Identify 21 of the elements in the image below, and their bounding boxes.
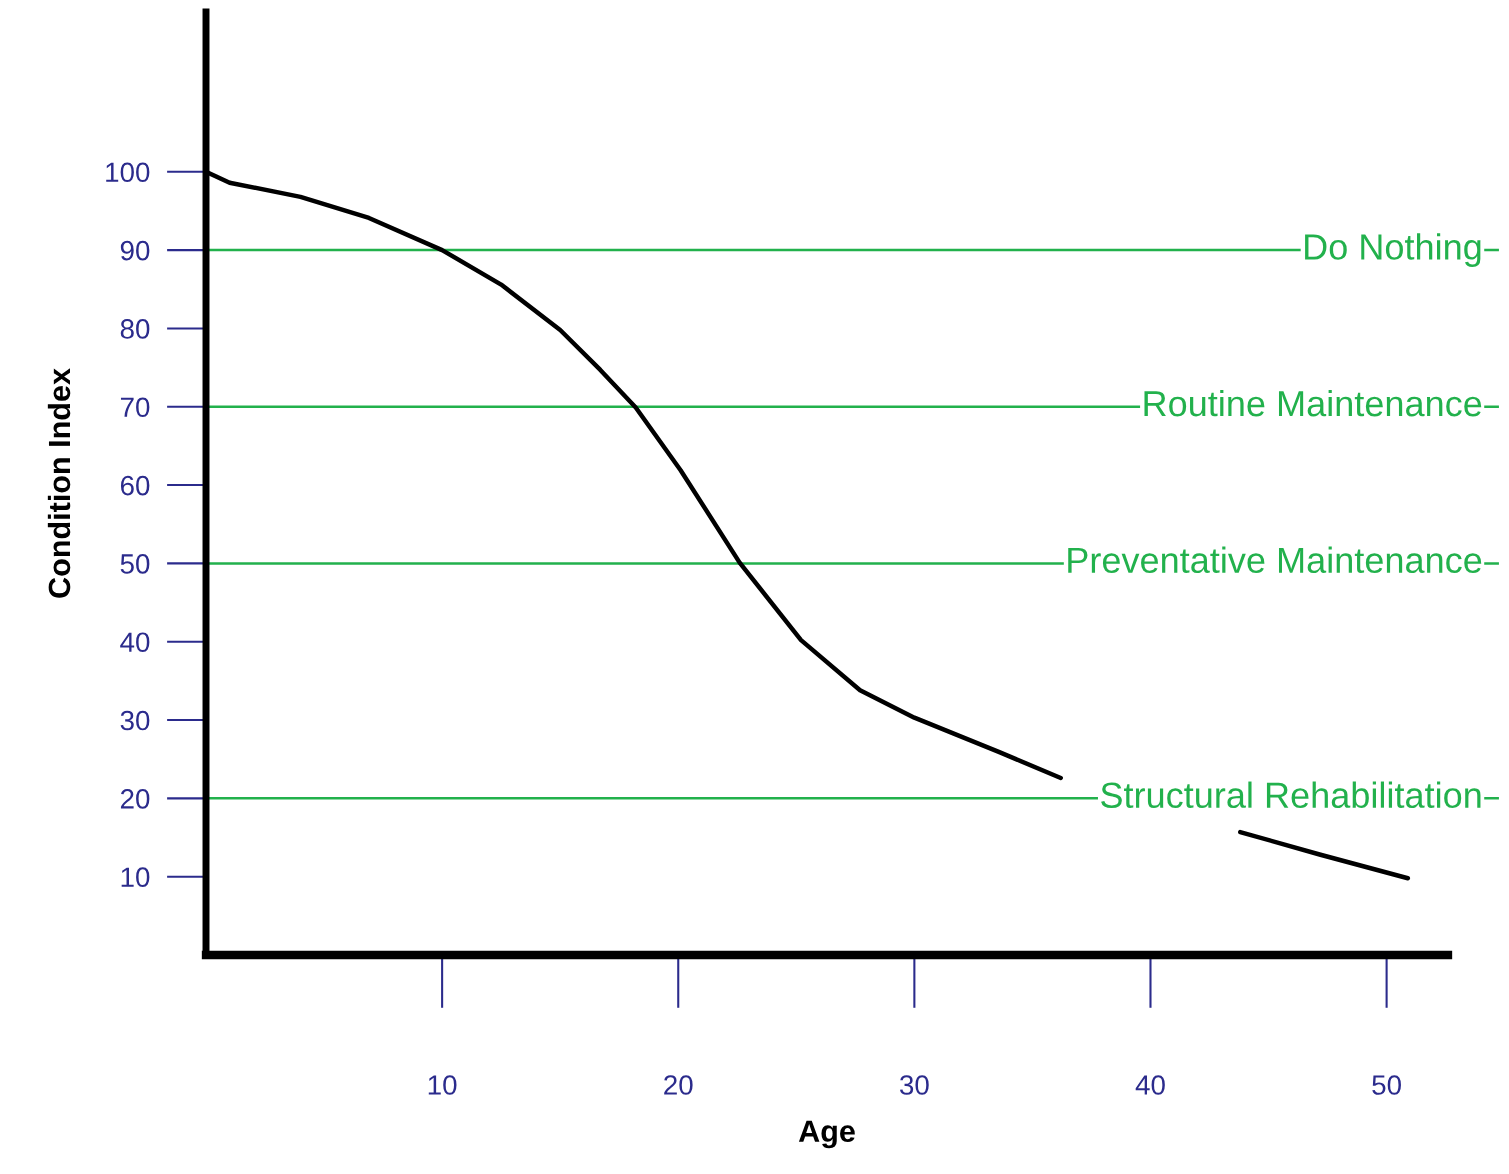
y-tick-label: 70: [120, 397, 150, 418]
y-tick-label: 40: [120, 632, 150, 653]
y-axis-title: Condition Index: [47, 368, 71, 598]
x-tick-label: 40: [1135, 1075, 1165, 1095]
x-tick-label: 50: [1372, 1075, 1401, 1095]
y-tick-label: 20: [120, 789, 150, 809]
x-axis-title: Age: [798, 1120, 855, 1149]
y-tick-label: 90: [120, 240, 150, 261]
x-tick-label: 30: [899, 1075, 929, 1095]
y-tick-label: 50: [120, 554, 150, 574]
ref-line-label: Preventative Maintenance: [1068, 546, 1482, 574]
x-tick-label: 10: [428, 1075, 457, 1095]
y-tick-label: 80: [120, 319, 150, 339]
ref-line-label: Structural Rehabilitation: [1101, 781, 1481, 809]
y-tick-label: 100: [106, 162, 150, 183]
y-tick-label: 60: [120, 475, 150, 496]
y-tick-label: 10: [121, 867, 150, 888]
x-tick-label: 20: [664, 1075, 693, 1095]
y-tick-label: 30: [120, 710, 150, 731]
ref-line-label: Routine Maintenance: [1144, 389, 1482, 417]
ref-line-label: Do Nothing: [1305, 233, 1481, 267]
